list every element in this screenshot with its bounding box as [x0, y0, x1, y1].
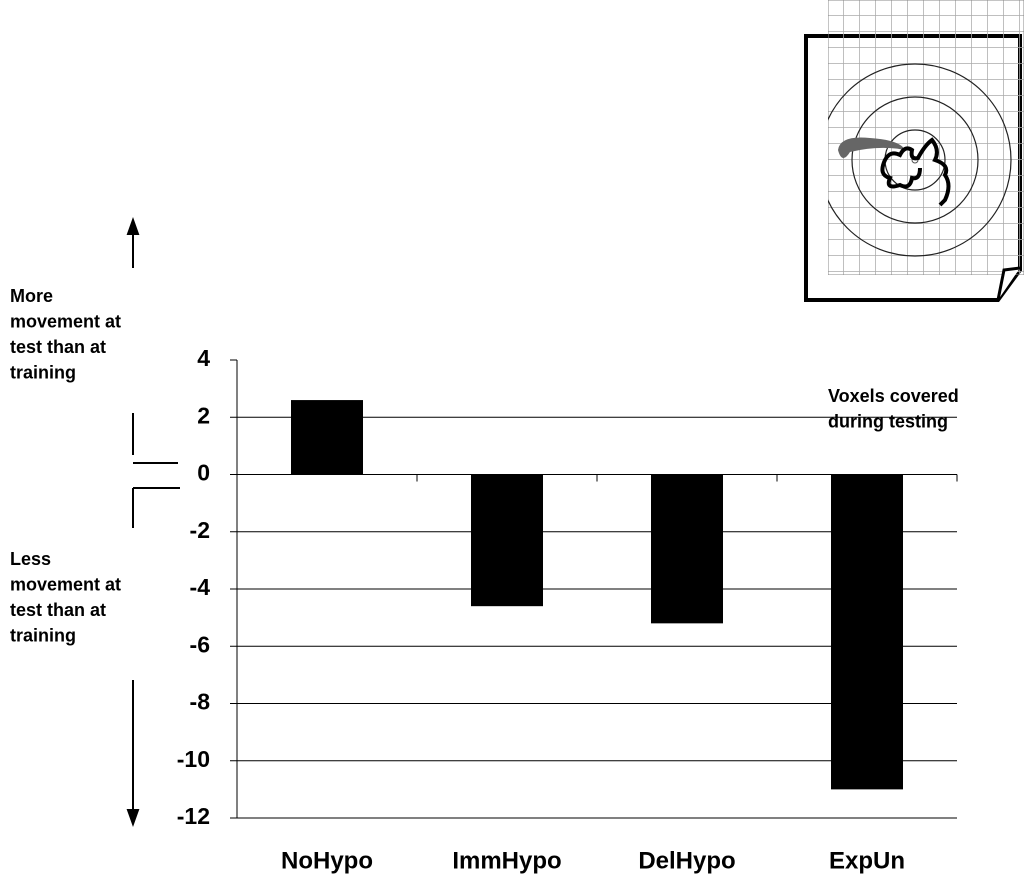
- y-tick-label: 4: [197, 345, 210, 371]
- y-tick-label: -10: [177, 746, 210, 772]
- annotation: movement at: [10, 574, 121, 594]
- annotation: Voxels covered: [828, 386, 959, 406]
- bar: [651, 475, 723, 624]
- y-tick-label: -12: [177, 803, 210, 829]
- annotation: test than at: [10, 337, 106, 357]
- arrows: [128, 220, 180, 824]
- y-tick-label: -8: [190, 689, 211, 715]
- annotation: test than at: [10, 600, 106, 620]
- bar: [831, 475, 903, 790]
- annotation: Less: [10, 549, 51, 569]
- chart: More movement at test than at training Less m…: [0, 0, 1024, 892]
- annotation: training: [10, 362, 76, 382]
- bar: [471, 475, 543, 607]
- x-tick-label: ExpUn: [829, 847, 905, 874]
- y-tick-label: 0: [197, 460, 210, 486]
- voxel-icon: [806, 0, 1024, 300]
- annotation: during testing: [828, 411, 948, 431]
- y-tick-label: -4: [190, 574, 211, 600]
- x-tick-label: NoHypo: [281, 847, 373, 874]
- annotation: movement at: [10, 311, 121, 331]
- y-tick-label: 2: [197, 402, 210, 428]
- x-tick-label: ImmHypo: [452, 847, 561, 874]
- x-tick-label: DelHypo: [638, 847, 735, 874]
- bar: [291, 400, 363, 474]
- y-tick-label: -6: [190, 631, 210, 657]
- annotation: More: [10, 286, 53, 306]
- y-tick-label: -2: [190, 517, 210, 543]
- annotation: training: [10, 625, 76, 645]
